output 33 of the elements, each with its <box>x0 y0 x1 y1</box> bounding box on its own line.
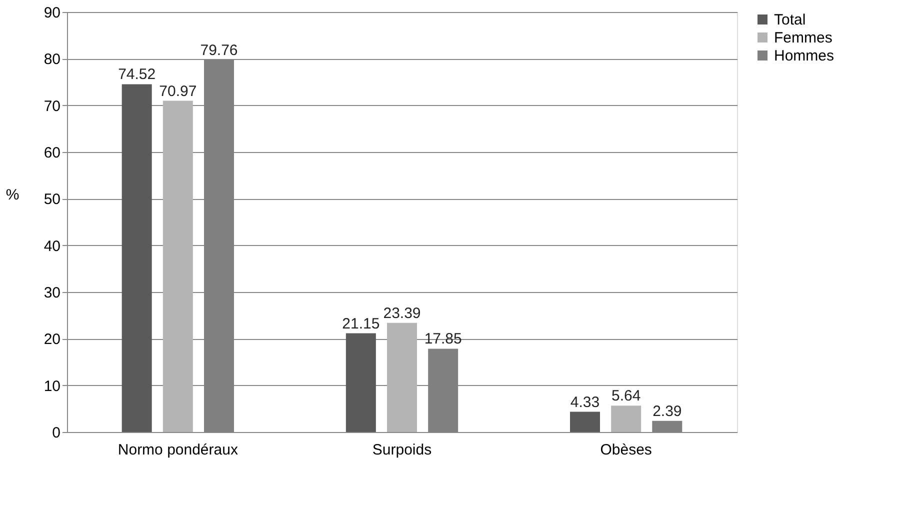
bar <box>611 406 642 432</box>
y-tick-label: 20 <box>44 331 60 348</box>
x-tick-label: Surpoids <box>372 442 432 458</box>
bar <box>122 84 152 432</box>
bar <box>570 412 600 432</box>
y-tick-label: 0 <box>52 424 60 442</box>
legend-label: Total <box>774 12 806 28</box>
data-label: 79.76 <box>200 42 238 59</box>
data-label: 23.39 <box>383 304 421 322</box>
y-tick-label: 10 <box>44 378 60 395</box>
data-label: 5.64 <box>611 388 641 405</box>
data-label: 4.33 <box>570 394 600 411</box>
data-label: 2.39 <box>652 402 682 420</box>
legend-label: Femmes <box>774 30 832 46</box>
y-axis-title: % <box>6 186 20 204</box>
legend-label: Hommes <box>774 48 834 64</box>
y-tick-label: 40 <box>44 238 60 255</box>
y-tick-label: 30 <box>44 284 60 302</box>
y-tick-label: 80 <box>44 51 60 68</box>
bar <box>346 333 376 432</box>
data-label: 17.85 <box>424 330 462 348</box>
x-tick-label: Obèses <box>600 442 652 458</box>
x-tick-label: Normo pondéraux <box>118 442 238 458</box>
bar <box>652 420 682 432</box>
data-label: 70.97 <box>159 82 197 100</box>
y-tick-label: 60 <box>44 144 60 162</box>
y-tick-label: 70 <box>44 98 60 115</box>
y-tick-label: 50 <box>44 191 60 208</box>
data-label: 21.15 <box>342 315 380 332</box>
bar <box>162 100 193 432</box>
y-tick-label: 90 <box>44 4 60 22</box>
bar <box>387 322 417 432</box>
data-label: 74.52 <box>118 66 156 84</box>
